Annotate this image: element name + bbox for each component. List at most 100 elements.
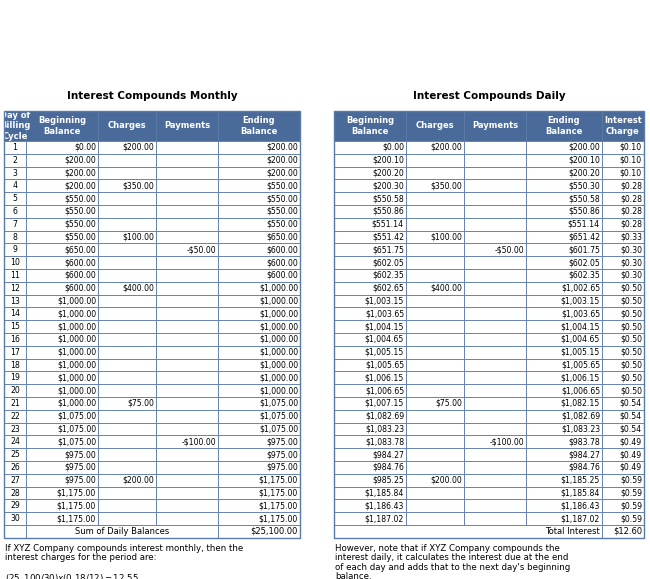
Text: $0.50: $0.50 bbox=[620, 335, 642, 344]
Text: $200.00: $200.00 bbox=[64, 156, 96, 164]
Text: $350.00: $350.00 bbox=[430, 181, 462, 190]
Bar bbox=[406, 397, 464, 410]
Bar bbox=[602, 474, 644, 486]
Bar bbox=[4, 192, 26, 205]
Bar bbox=[4, 500, 26, 512]
Bar bbox=[602, 423, 644, 435]
Bar bbox=[406, 500, 464, 512]
Text: $1,185.84: $1,185.84 bbox=[365, 489, 404, 497]
Bar bbox=[464, 218, 526, 230]
Bar bbox=[26, 346, 98, 358]
Bar bbox=[218, 218, 300, 230]
Bar bbox=[4, 384, 26, 397]
Text: If XYZ Company compounds interest monthly, then the: If XYZ Company compounds interest monthl… bbox=[5, 544, 243, 553]
Bar bbox=[406, 218, 464, 230]
Bar bbox=[406, 512, 464, 525]
Text: Charges: Charges bbox=[416, 122, 454, 130]
Bar bbox=[526, 230, 602, 243]
Bar bbox=[26, 525, 218, 538]
Bar bbox=[218, 167, 300, 179]
Bar bbox=[156, 205, 218, 218]
Text: Beginning
Balance: Beginning Balance bbox=[38, 116, 86, 135]
Bar bbox=[334, 461, 406, 474]
Bar bbox=[156, 141, 218, 154]
Text: $1,000.00: $1,000.00 bbox=[259, 309, 298, 318]
Bar bbox=[526, 333, 602, 346]
Bar bbox=[98, 282, 156, 295]
Text: Beginning
Balance: Beginning Balance bbox=[346, 116, 394, 135]
Text: $1,175.00: $1,175.00 bbox=[57, 489, 96, 497]
Text: $0.50: $0.50 bbox=[620, 309, 642, 318]
Bar bbox=[156, 269, 218, 282]
Text: $0.49: $0.49 bbox=[620, 437, 642, 446]
Bar bbox=[406, 269, 464, 282]
Text: 14: 14 bbox=[10, 309, 20, 318]
Bar bbox=[526, 371, 602, 384]
Bar bbox=[406, 282, 464, 295]
Bar bbox=[334, 435, 406, 448]
Text: $1,075.00: $1,075.00 bbox=[259, 412, 298, 421]
Text: $550.58: $550.58 bbox=[372, 194, 404, 203]
Bar bbox=[334, 474, 406, 486]
Text: $0.30: $0.30 bbox=[620, 245, 642, 254]
Text: 25: 25 bbox=[10, 450, 20, 459]
Bar bbox=[218, 461, 300, 474]
Text: $602.35: $602.35 bbox=[568, 271, 600, 280]
Text: $651.75: $651.75 bbox=[372, 245, 404, 254]
Text: $550.86: $550.86 bbox=[568, 207, 600, 216]
Bar bbox=[98, 500, 156, 512]
Bar bbox=[98, 435, 156, 448]
Text: Charges: Charges bbox=[108, 122, 146, 130]
Bar bbox=[4, 358, 26, 371]
Text: Payments: Payments bbox=[164, 122, 210, 130]
Bar bbox=[98, 333, 156, 346]
Bar bbox=[98, 192, 156, 205]
Text: Interest Compounds Monthly: Interest Compounds Monthly bbox=[67, 91, 237, 101]
Bar bbox=[4, 525, 26, 538]
Bar bbox=[602, 111, 644, 141]
Bar bbox=[4, 295, 26, 307]
Bar bbox=[4, 282, 26, 295]
Bar bbox=[334, 154, 406, 167]
Text: 3: 3 bbox=[12, 168, 18, 178]
Text: $1,000.00: $1,000.00 bbox=[57, 373, 96, 382]
Text: $200.00: $200.00 bbox=[64, 181, 96, 190]
Text: $984.76: $984.76 bbox=[372, 463, 404, 472]
Bar bbox=[464, 384, 526, 397]
Text: $1,083.23: $1,083.23 bbox=[365, 424, 404, 434]
Bar bbox=[26, 269, 98, 282]
Bar bbox=[4, 410, 26, 423]
Bar bbox=[156, 486, 218, 500]
Bar bbox=[526, 256, 602, 269]
Text: -$100.00: -$100.00 bbox=[489, 437, 524, 446]
Text: 11: 11 bbox=[10, 271, 20, 280]
Text: $200.00: $200.00 bbox=[64, 168, 96, 178]
Bar bbox=[26, 154, 98, 167]
Text: 29: 29 bbox=[10, 501, 20, 510]
Bar bbox=[218, 256, 300, 269]
Text: $1,005.65: $1,005.65 bbox=[561, 361, 600, 369]
Bar bbox=[526, 358, 602, 371]
Bar bbox=[218, 346, 300, 358]
Bar bbox=[334, 358, 406, 371]
Bar bbox=[526, 346, 602, 358]
Bar bbox=[98, 111, 156, 141]
Bar bbox=[218, 474, 300, 486]
Bar bbox=[98, 346, 156, 358]
Text: $0.49: $0.49 bbox=[620, 450, 642, 459]
Bar bbox=[218, 154, 300, 167]
Bar bbox=[334, 269, 406, 282]
Text: 23: 23 bbox=[10, 424, 20, 434]
Bar bbox=[464, 448, 526, 461]
Text: $1,004.15: $1,004.15 bbox=[365, 322, 404, 331]
Bar bbox=[526, 269, 602, 282]
Bar bbox=[4, 320, 26, 333]
Bar bbox=[156, 512, 218, 525]
Text: $1,082.15: $1,082.15 bbox=[561, 399, 600, 408]
Bar bbox=[218, 243, 300, 256]
Bar bbox=[218, 371, 300, 384]
Bar bbox=[4, 218, 26, 230]
Bar bbox=[526, 141, 602, 154]
Bar bbox=[4, 269, 26, 282]
Bar bbox=[98, 384, 156, 397]
